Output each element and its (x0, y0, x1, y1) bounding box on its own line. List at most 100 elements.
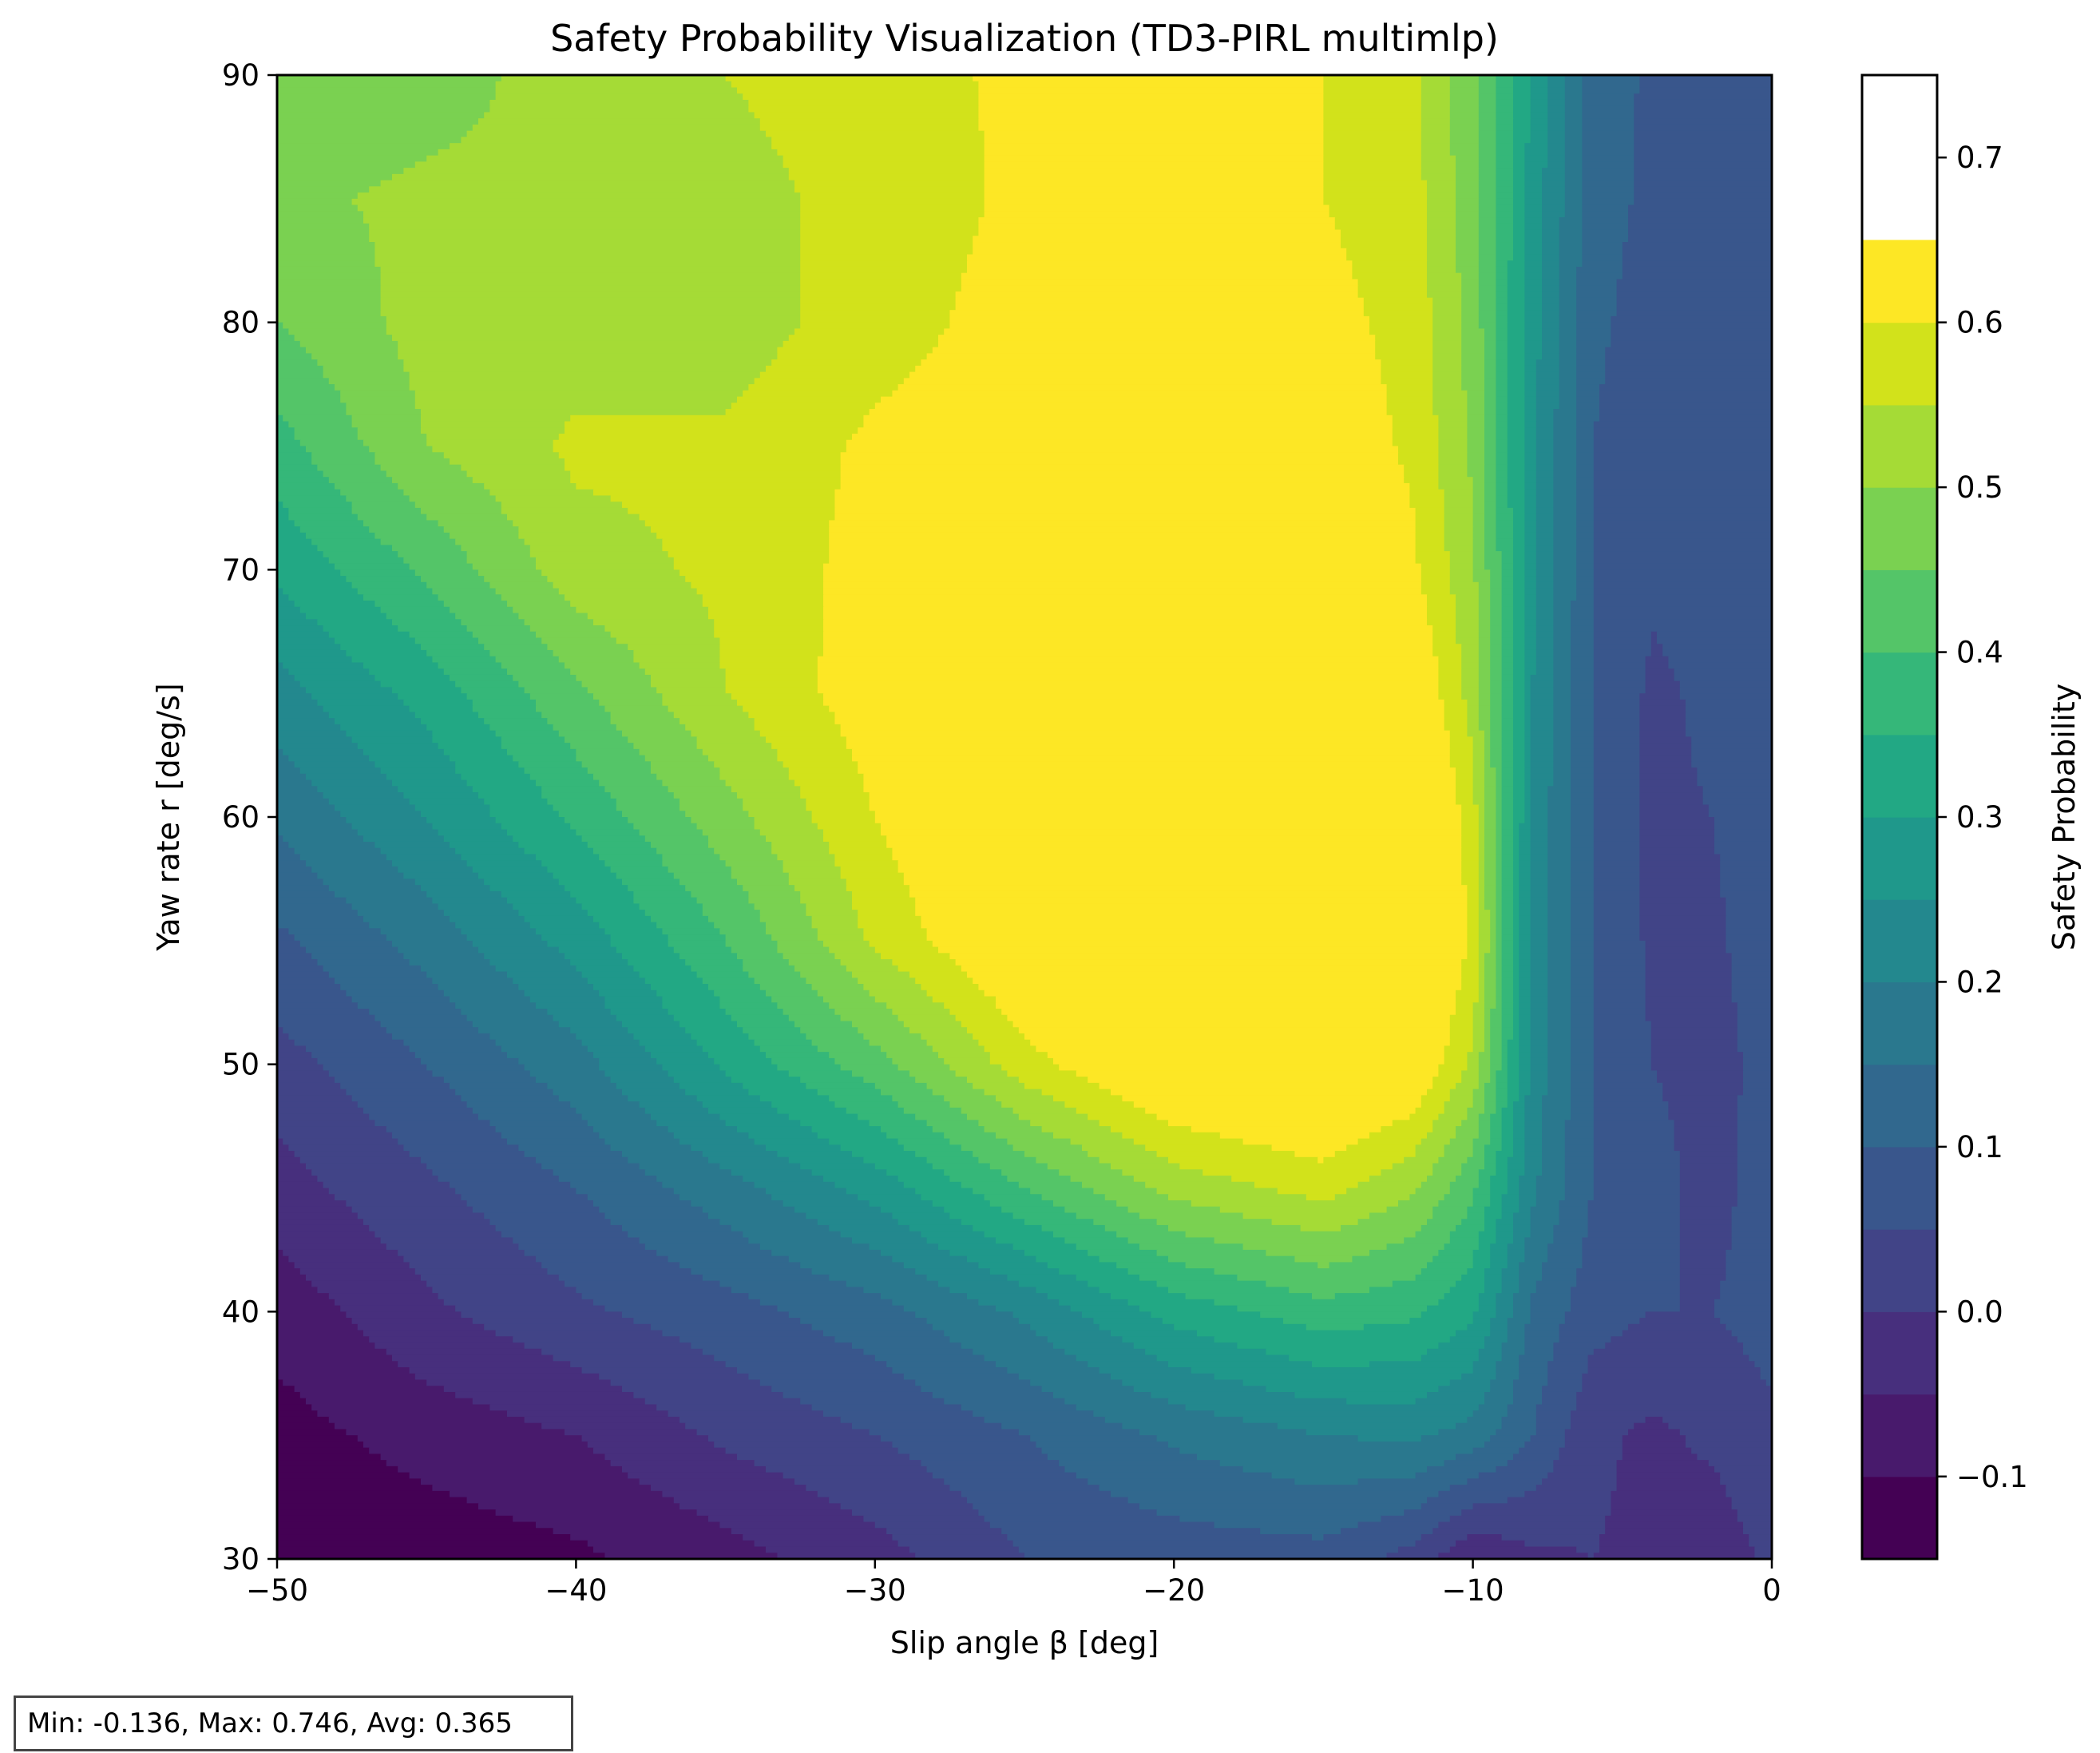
contour-cell (335, 482, 398, 490)
contour-cell (1519, 1274, 1543, 1282)
contour-cell (1467, 1064, 1480, 1072)
contour-cell (909, 1070, 957, 1077)
contour-cell (1524, 149, 1548, 157)
contour-cell (380, 272, 802, 280)
contour-cell (708, 755, 779, 763)
contour-cell (1461, 835, 1480, 843)
contour-cell (702, 1151, 779, 1158)
contour-cell (1496, 81, 1514, 89)
contour-cell (294, 761, 376, 768)
contour-cell (1088, 1113, 1158, 1121)
contour-cell (1386, 396, 1433, 404)
contour-cell (1053, 1343, 1135, 1350)
contour-cell (1571, 779, 1595, 787)
contour-cell (1012, 1212, 1077, 1220)
contour-cell (1507, 266, 1526, 274)
contour-cell (1593, 458, 1773, 466)
contour-cell (1156, 1280, 1267, 1288)
contour-cell (414, 1268, 549, 1275)
contour-cell (1427, 594, 1456, 601)
contour-cell (529, 922, 600, 930)
contour-cell (1576, 482, 1595, 490)
contour-cell (1593, 811, 1641, 818)
contour-cell (1312, 1534, 1325, 1541)
contour-cell (1484, 434, 1497, 441)
contour-cell (299, 1268, 416, 1275)
contour-cell (1456, 254, 1480, 262)
contour-cell (1420, 1095, 1451, 1102)
contour-cell (277, 953, 312, 960)
contour-cell (743, 705, 830, 713)
contour-cell (869, 804, 1462, 812)
contour-cell (277, 335, 295, 342)
contour-cell (1691, 755, 1773, 763)
contour-cell (714, 761, 784, 768)
contour-cell (1559, 291, 1577, 299)
contour-cell (340, 390, 416, 398)
contour-cell (846, 1107, 905, 1115)
contour-cell (1496, 482, 1508, 490)
contour-cell (438, 520, 513, 527)
contour-cell (277, 303, 382, 311)
contour-cell (1593, 779, 1641, 787)
contour-cell (1593, 1126, 1675, 1133)
contour-cell (622, 1224, 732, 1232)
contour-cell (1467, 403, 1485, 410)
contour-cell (1530, 112, 1548, 119)
contour-cell (800, 266, 968, 274)
contour-cell (651, 767, 721, 775)
contour-cell (1639, 811, 1710, 818)
contour-cell (283, 1249, 398, 1257)
contour-cell (1490, 915, 1497, 923)
contour-cell (277, 173, 393, 181)
contour-cell (311, 693, 398, 700)
contour-cell (680, 878, 738, 886)
contour-cell (1593, 1120, 1675, 1127)
contour-cell (1501, 656, 1514, 664)
contour-cell (1593, 1014, 1646, 1022)
contour-cell (639, 829, 703, 837)
contour-cell (398, 1138, 508, 1146)
contour-cell (1472, 477, 1485, 484)
contour-cell (1484, 811, 1497, 818)
contour-cell (604, 625, 715, 633)
contour-cell (788, 1255, 893, 1263)
contour-cell (1593, 1077, 1658, 1084)
contour-cell (277, 878, 324, 886)
contour-cell (306, 1163, 427, 1171)
contour-cell (1449, 118, 1480, 125)
contour-cell (1582, 211, 1629, 218)
contour-cell (541, 860, 606, 867)
contour-cell (1501, 662, 1514, 669)
contour-cell (277, 724, 341, 732)
contour-cell (351, 198, 802, 206)
contour-cell (1467, 1323, 1491, 1331)
contour-cell (1168, 1398, 1347, 1406)
contour-cell (685, 576, 824, 583)
contour-cell (1484, 1391, 1514, 1399)
contour-cell (834, 718, 1445, 725)
contour-cell (1576, 1404, 1773, 1411)
contour-cell (777, 748, 853, 756)
contour-cell (1254, 1181, 1359, 1189)
contour-cell (277, 124, 473, 132)
contour-cell (421, 427, 565, 434)
contour-cell (1564, 180, 1583, 188)
contour-cell (1501, 823, 1514, 831)
contour-cell (1576, 588, 1595, 596)
contour-cell (1639, 897, 1727, 905)
contour-cell (1461, 378, 1485, 385)
contour-cell (759, 1299, 893, 1307)
contour-cell (1576, 502, 1595, 509)
contour-cell (363, 748, 445, 756)
contour-cell (1593, 687, 1646, 694)
contour-cell (1392, 421, 1440, 429)
contour-cell (1472, 1008, 1485, 1016)
contour-cell (380, 285, 802, 292)
contour-cell (1346, 1144, 1417, 1152)
contour-cell (1553, 1460, 1618, 1467)
colorbar-tick-label: 0.3 (1956, 800, 2003, 835)
contour-cell (363, 915, 450, 923)
contour-cell (978, 1299, 1060, 1307)
contour-cell (1616, 291, 1773, 299)
